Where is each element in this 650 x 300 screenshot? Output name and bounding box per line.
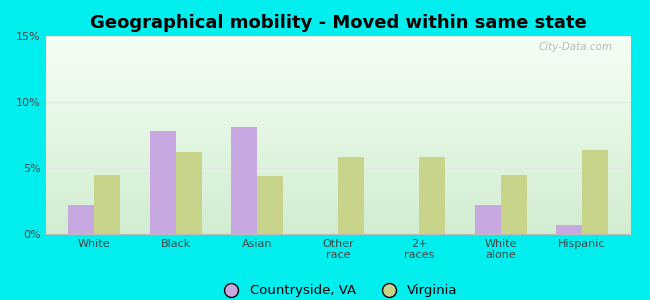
Text: City-Data.com: City-Data.com xyxy=(539,42,613,52)
Bar xyxy=(94,175,120,234)
Bar xyxy=(556,225,582,234)
Bar xyxy=(419,158,445,234)
Bar xyxy=(500,175,526,234)
Bar xyxy=(338,158,364,234)
Bar xyxy=(150,131,176,234)
Bar xyxy=(582,149,608,234)
Title: Geographical mobility - Moved within same state: Geographical mobility - Moved within sam… xyxy=(90,14,586,32)
Bar xyxy=(176,152,202,234)
Bar xyxy=(257,176,283,234)
Legend: Countryside, VA, Virginia: Countryside, VA, Virginia xyxy=(213,279,463,300)
Bar xyxy=(231,127,257,234)
Bar xyxy=(474,205,500,234)
Bar xyxy=(68,205,94,234)
